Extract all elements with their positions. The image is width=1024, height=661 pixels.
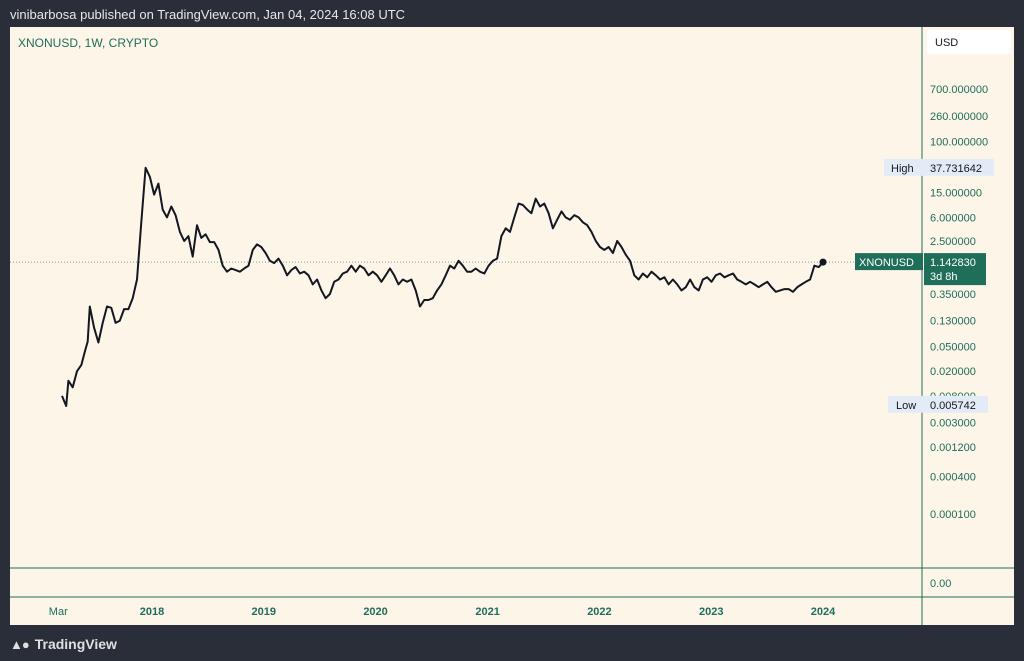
last-price-dot <box>819 258 827 266</box>
x-tick-label-7: 2024 <box>811 606 836 618</box>
y-tick-label-8: 0.050000 <box>930 341 976 353</box>
published-caption: vinibarbosa published on TradingView.com… <box>10 7 406 22</box>
price-chart[interactable]: XNONUSD, 1W, CRYPTO USD 700.000000 260.00… <box>10 27 1014 625</box>
y-tick-label-1: 260.000000 <box>930 111 988 123</box>
last-price-value: 1.142830 <box>930 257 976 269</box>
x-axis-ticks: Mar 2018 2019 2020 2021 2022 2023 2024 <box>49 606 836 618</box>
y-tick-label-4: 6.000000 <box>930 212 976 224</box>
y-tick-label-11: 0.003000 <box>930 417 976 429</box>
last-price-badge: XNONUSD 1.142830 3d 8h <box>855 253 986 286</box>
brand-name: TradingView <box>34 636 117 652</box>
x-tick-label-3: 2020 <box>363 606 387 618</box>
y-tick-label-7: 0.130000 <box>930 316 976 328</box>
y-tick-label-13: 0.000400 <box>930 472 976 484</box>
y-tick-label-2: 100.000000 <box>930 137 988 149</box>
y-tick-label-5: 2.500000 <box>930 236 976 248</box>
low-label: Low <box>896 400 916 412</box>
footer-brand: ▲● TradingView <box>10 636 117 652</box>
x-tick-label-6: 2023 <box>699 606 723 618</box>
y-tick-label-6: 0.350000 <box>930 289 976 301</box>
x-tick-label-0: Mar <box>49 606 68 618</box>
y-tick-label-3: 15.000000 <box>930 188 982 200</box>
y-tick-label-0: 700.000000 <box>930 84 988 96</box>
y-tick-label-12: 0.001200 <box>930 442 976 454</box>
high-label: High <box>891 163 914 175</box>
high-marker: High 37.731642 <box>884 158 994 176</box>
bar-countdown: 3d 8h <box>930 271 958 283</box>
series-line-xnonusd <box>61 166 824 407</box>
high-value: 37.731642 <box>930 163 982 175</box>
x-tick-label-4: 2021 <box>475 606 499 618</box>
low-marker: Low 0.005742 <box>888 395 988 413</box>
x-tick-label-1: 2018 <box>140 606 164 618</box>
y-tick-label-9: 0.020000 <box>930 366 976 378</box>
currency-box[interactable] <box>927 30 1011 54</box>
x-tick-label-5: 2022 <box>587 606 611 618</box>
chart-title: XNONUSD, 1W, CRYPTO <box>18 36 158 50</box>
low-value: 0.005742 <box>930 400 976 412</box>
x-tick-label-2: 2019 <box>252 606 276 618</box>
tradingview-logo-icon: ▲● <box>10 636 30 652</box>
currency-label[interactable]: USD <box>935 37 958 49</box>
y-axis-ticks: 700.000000 260.000000 100.000000 15.000000 6… <box>930 84 988 521</box>
symbol-label: XNONUSD <box>859 257 914 269</box>
y-axis-zero-label: 0.00 <box>930 578 951 590</box>
chart-area[interactable]: XNONUSD, 1W, CRYPTO USD 700.000000 260.00… <box>10 27 1014 625</box>
y-tick-label-14: 0.000100 <box>930 509 976 521</box>
